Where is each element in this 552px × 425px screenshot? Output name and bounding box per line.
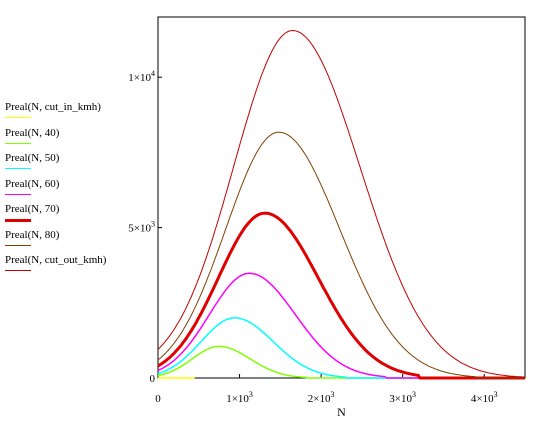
- x-tick-label-3: 3×103: [389, 390, 416, 405]
- legend-item-0: Preal(N, cut_in_kmh): [4, 100, 154, 126]
- y-tick-label-2: 1×104: [128, 69, 155, 84]
- legend-swatch-2: [5, 168, 31, 169]
- x-tick-label-0: 0: [155, 393, 161, 405]
- legend-item-4: Preal(N, 70): [4, 202, 154, 228]
- legend-item-2: Preal(N, 50): [4, 151, 154, 177]
- legend-swatch-3: [5, 193, 31, 195]
- legend-item-1: Preal(N, 40): [4, 126, 154, 152]
- x-axis-title: N: [337, 405, 346, 419]
- plot-frame: [157, 16, 526, 379]
- x-tick-label-2: 2×103: [308, 390, 335, 405]
- legend-label-6: Preal(N, cut_out_kmh): [5, 254, 107, 266]
- x-tick-label-1: 1×103: [226, 390, 253, 405]
- series-line-4: [157, 211, 525, 380]
- legend-label-1: Preal(N, 40): [5, 126, 60, 139]
- legend-swatch-5: [5, 244, 31, 246]
- legend-label-3: Preal(N, 60): [5, 177, 60, 190]
- series-line-6: [157, 29, 526, 378]
- chart-legend: Preal(N, cut_in_kmh) Preal(N, 40) Preal(N,…: [4, 100, 154, 279]
- legend-label-5: Preal(N, 80): [5, 228, 60, 241]
- x-tick-label-4: 4×103: [471, 390, 498, 405]
- legend-label-0: Preal(N, cut_in_kmh): [5, 101, 101, 113]
- legend-item-3: Preal(N, 60): [4, 177, 154, 203]
- legend-item-5: Preal(N, 80): [4, 228, 154, 254]
- legend-label-4: Preal(N, 70): [5, 203, 60, 215]
- legend-item-6: Preal(N, cut_out_kmh): [4, 253, 154, 279]
- legend-label-2: Preal(N, 50): [5, 152, 60, 164]
- y-tick-label-0: 0: [150, 373, 156, 385]
- series-line-5: [157, 131, 525, 379]
- y-tick-label-1: 5×103: [128, 220, 155, 235]
- legend-swatch-0: [5, 117, 31, 118]
- series-line-1: [157, 345, 525, 379]
- legend-swatch-6: [5, 270, 31, 271]
- legend-swatch-4: [5, 219, 31, 222]
- legend-swatch-1: [5, 142, 31, 144]
